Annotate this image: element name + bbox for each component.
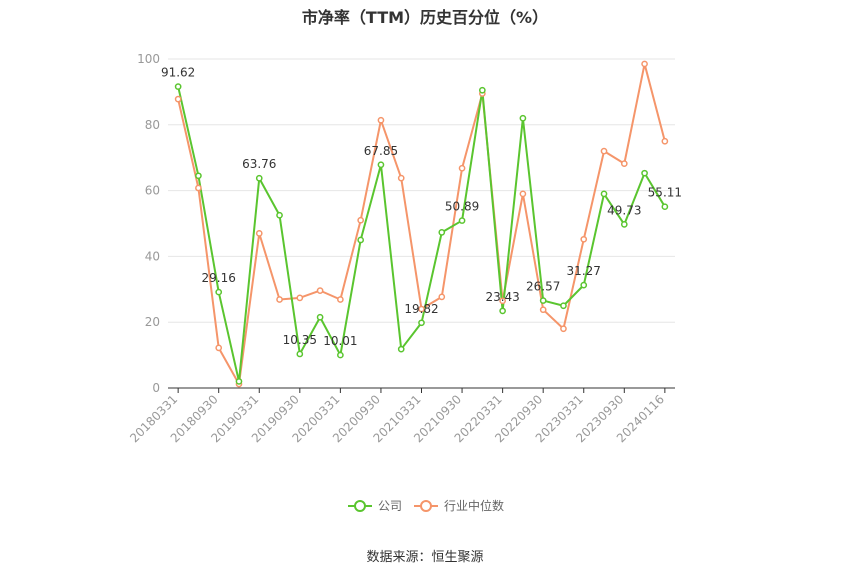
data-label: 49.73 xyxy=(607,203,641,217)
data-point xyxy=(276,211,283,219)
data-point xyxy=(276,296,283,303)
legend-label: 公司 xyxy=(378,499,402,513)
legend-label: 行业中位数 xyxy=(444,498,504,513)
data-label: 26.57 xyxy=(526,280,560,294)
data-point xyxy=(641,60,648,68)
data-label: 55.11 xyxy=(648,186,682,200)
data-point xyxy=(458,217,466,224)
data-point xyxy=(215,288,223,296)
data-point xyxy=(397,345,405,353)
data-point xyxy=(438,229,446,236)
data-point xyxy=(357,236,365,244)
data-label: 10.01 xyxy=(323,334,357,348)
series-line-0 xyxy=(177,86,666,383)
data-point xyxy=(174,83,182,90)
y-tick-label: 20 xyxy=(145,315,160,329)
data-label: 10.35 xyxy=(283,333,317,347)
y-tick-label: 0 xyxy=(152,381,160,395)
data-point xyxy=(255,230,263,237)
data-point xyxy=(397,174,405,182)
data-point xyxy=(195,172,202,180)
data-label: 29.16 xyxy=(202,271,236,285)
data-point xyxy=(499,307,506,315)
data-point xyxy=(641,169,648,177)
data-label: 67.85 xyxy=(364,144,398,158)
data-point xyxy=(661,203,669,211)
data-point xyxy=(377,116,385,124)
data-point xyxy=(316,287,324,294)
data-point xyxy=(195,184,202,192)
data-point xyxy=(539,306,547,314)
data-point xyxy=(600,190,608,198)
data-point xyxy=(560,325,567,333)
data-point xyxy=(580,235,588,243)
data-point xyxy=(620,160,628,167)
data-label: 19.82 xyxy=(404,302,438,316)
grid-lines xyxy=(168,58,675,323)
legend-swatch-marker xyxy=(420,500,432,512)
data-point xyxy=(337,351,344,359)
y-tick-label: 80 xyxy=(145,118,160,132)
data-point xyxy=(418,305,425,313)
line-chart: 0204060801002018033120180930201903312019… xyxy=(127,52,682,513)
data-point xyxy=(519,190,527,198)
data-point xyxy=(174,95,182,103)
chart-title: 市净率（TTM）历史百分位（%） xyxy=(301,8,549,27)
data-point xyxy=(620,221,628,228)
data-point xyxy=(580,281,588,289)
data-point xyxy=(478,86,486,94)
series-lines xyxy=(177,62,666,386)
data-point xyxy=(458,164,466,172)
data-point xyxy=(418,319,425,327)
legend-swatch-marker xyxy=(354,500,366,512)
legend: 公司 行业中位数 xyxy=(348,498,504,513)
data-point xyxy=(519,114,527,122)
data-point xyxy=(316,313,324,321)
y-tick-label: 100 xyxy=(137,52,160,66)
data-point xyxy=(438,293,446,301)
data-point xyxy=(357,216,365,224)
data-label: 23.43 xyxy=(485,290,519,304)
data-source: 数据来源：恒生聚源 xyxy=(366,550,484,565)
data-point xyxy=(235,378,243,385)
data-label: 31.27 xyxy=(567,264,601,278)
legend-item: 行业中位数 xyxy=(414,498,504,513)
data-point xyxy=(560,302,567,310)
series-points xyxy=(174,60,669,388)
data-point xyxy=(215,344,223,352)
data-label: 91.62 xyxy=(161,66,195,80)
data-label: 50.89 xyxy=(445,200,479,214)
data-point xyxy=(296,294,304,302)
data-point xyxy=(377,161,385,169)
data-point xyxy=(337,296,344,303)
y-tick-label: 60 xyxy=(145,184,160,198)
data-point xyxy=(255,174,263,182)
series-line-1 xyxy=(177,62,666,386)
data-label: 63.76 xyxy=(242,157,276,171)
y-tick-label: 40 xyxy=(145,249,160,263)
data-labels: 91.62 29.16 63.76 10.35 10.01 67.85 19.82 50.89… xyxy=(161,66,682,348)
legend-item: 公司 xyxy=(348,499,402,513)
data-point xyxy=(600,147,608,155)
data-point xyxy=(661,137,669,145)
data-point xyxy=(499,297,506,305)
data-point xyxy=(539,297,547,304)
data-point xyxy=(296,350,304,358)
